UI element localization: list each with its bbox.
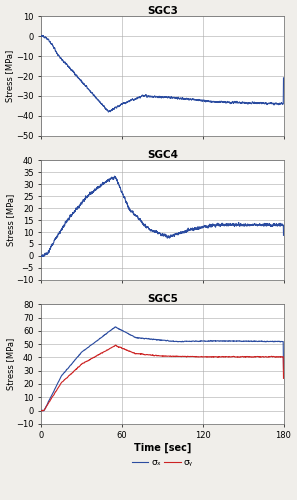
σᵧ <box>40 408 43 414</box>
Line: σₓ: σₓ <box>41 327 284 411</box>
Legend: σₓ, σᵧ: σₓ, σᵧ <box>129 454 196 471</box>
Title: SGC3: SGC3 <box>147 6 178 16</box>
σₓ <box>67 364 71 370</box>
Y-axis label: Stress [MPa]: Stress [MPa] <box>6 338 15 390</box>
σₓ <box>143 336 146 342</box>
σᵧ <box>282 376 285 382</box>
σₓ <box>282 366 285 372</box>
σᵧ <box>114 342 118 348</box>
σₓ <box>81 348 85 354</box>
σᵧ <box>251 354 255 360</box>
σₓ <box>42 408 45 414</box>
σᵧ <box>67 372 71 378</box>
Line: σᵧ: σᵧ <box>41 345 284 411</box>
σᵧ <box>81 360 85 366</box>
X-axis label: Time [sec]: Time [sec] <box>134 443 191 454</box>
σₓ <box>40 408 43 414</box>
σₓ <box>277 338 281 344</box>
σᵧ <box>277 354 281 360</box>
σᵧ <box>41 408 44 414</box>
σₓ <box>114 324 117 330</box>
Title: SGC4: SGC4 <box>147 150 178 160</box>
Y-axis label: Stress [MPa]: Stress [MPa] <box>6 194 15 246</box>
σₓ <box>251 338 255 344</box>
σᵧ <box>143 352 146 358</box>
σₓ <box>132 334 136 340</box>
Y-axis label: Stress [MPa]: Stress [MPa] <box>6 50 15 102</box>
Title: SGC5: SGC5 <box>147 294 178 304</box>
σᵧ <box>132 350 136 356</box>
